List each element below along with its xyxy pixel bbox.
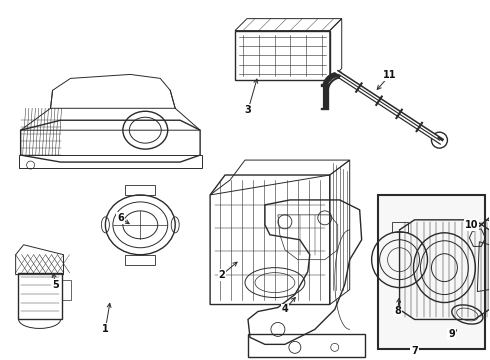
Text: 6: 6 (117, 213, 124, 223)
Text: 11: 11 (383, 71, 396, 80)
Text: 5: 5 (52, 280, 59, 289)
Bar (378, 195, 485, 349)
Text: 7: 7 (411, 346, 418, 356)
Text: 8: 8 (394, 306, 401, 316)
Text: 10: 10 (465, 220, 478, 230)
Bar (235, 31, 330, 80)
Text: 3: 3 (245, 105, 251, 115)
Text: 1: 1 (102, 324, 109, 334)
Text: 2: 2 (219, 270, 225, 280)
Text: 4: 4 (282, 305, 288, 315)
Text: 9: 9 (448, 329, 455, 339)
